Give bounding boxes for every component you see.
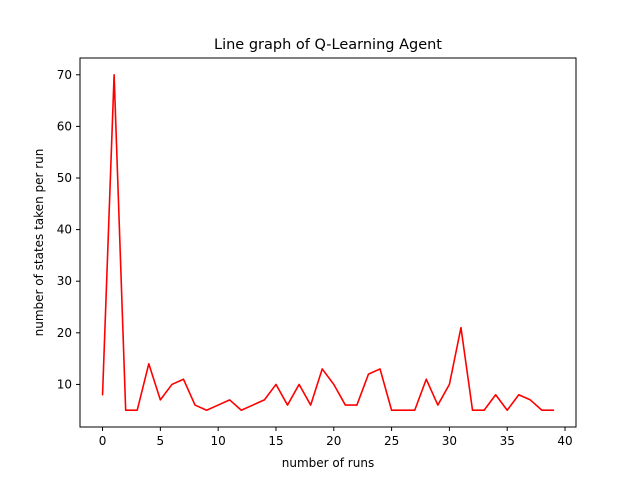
x-axis: 0 5 10 15 20 25 30 35 40 (99, 427, 573, 448)
chart-title: Line graph of Q-Learning Agent (214, 37, 442, 53)
x-tick-label: 10 (211, 434, 226, 448)
y-tick-label: 70 (57, 68, 72, 82)
x-tick-label: 0 (99, 434, 107, 448)
y-tick-label: 60 (57, 119, 72, 133)
series-line (101, 73, 555, 412)
x-axis-label: number of runs (282, 456, 374, 470)
y-tick-label: 20 (57, 326, 72, 340)
x-tick-label: 30 (442, 434, 457, 448)
y-tick-label: 30 (57, 274, 72, 288)
x-tick-label: 20 (326, 434, 341, 448)
x-tick-label: 35 (500, 434, 515, 448)
y-tick-label: 10 (57, 377, 72, 391)
x-tick-label: 25 (384, 434, 399, 448)
x-tick-label: 15 (268, 434, 283, 448)
y-axis-label: number of states taken per run (32, 149, 46, 337)
y-tick-label: 40 (57, 223, 72, 237)
plot-area (101, 73, 555, 412)
x-tick-label: 5 (157, 434, 165, 448)
x-tick-label: 40 (557, 434, 572, 448)
y-tick-label: 50 (57, 171, 72, 185)
axes-frame (79, 57, 577, 428)
y-axis: 10 20 30 40 50 60 70 (57, 68, 80, 391)
